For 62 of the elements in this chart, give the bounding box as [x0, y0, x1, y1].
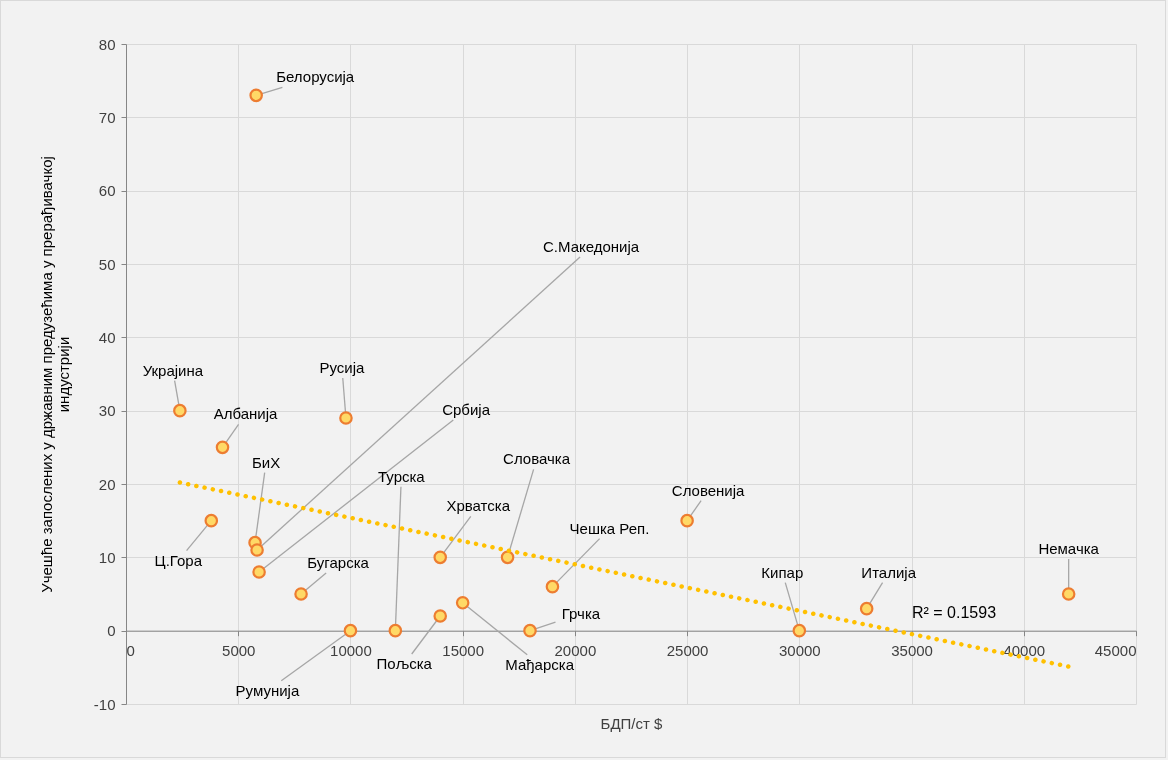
- point: [173, 403, 187, 418]
- data-label: Словенија: [671, 481, 746, 499]
- x-tick-label: 15000: [442, 642, 485, 660]
- data-label: Италија: [861, 563, 917, 581]
- point: [252, 565, 266, 579]
- data-label: Словачка: [503, 450, 571, 468]
- data-label: Ц.Гора: [154, 551, 203, 569]
- y-tick-label: 60: [98, 182, 116, 200]
- point: [1061, 587, 1076, 601]
- x-tick-label: 25000: [666, 642, 709, 660]
- y-tick-label: 50: [98, 255, 116, 273]
- x-tick-label: 40000: [1003, 642, 1046, 660]
- point: [545, 579, 560, 594]
- x-tick-label: 45000: [1094, 642, 1137, 660]
- point: [433, 609, 448, 623]
- y-tick-label: 70: [98, 108, 116, 126]
- y-tick-label: 20: [98, 475, 116, 493]
- x-axis-title: БДП/ст $: [600, 715, 664, 733]
- point: [215, 440, 230, 455]
- data-label: Турска: [377, 467, 426, 485]
- point: [339, 411, 353, 425]
- y-tick-label: 10: [98, 548, 116, 566]
- y-tick-label: 40: [98, 328, 116, 346]
- data-label: Русија: [319, 359, 366, 376]
- point: [250, 543, 264, 557]
- point: [680, 513, 694, 528]
- data-label: Албанија: [213, 405, 279, 423]
- data-label: Србија: [442, 401, 491, 418]
- x-tick-label: 0: [126, 642, 135, 660]
- point: [433, 550, 448, 565]
- data-label: С.Македонија: [542, 238, 640, 255]
- data-label: Чешка Реп.: [569, 519, 650, 537]
- point: [859, 601, 874, 616]
- point: [500, 550, 515, 565]
- data-label: Кипар: [761, 563, 804, 581]
- x-tick-label: 30000: [778, 642, 821, 660]
- y-tick-label: 0: [107, 622, 116, 640]
- data-label: БиХ: [251, 453, 281, 471]
- point: [343, 623, 358, 638]
- y-tick-label: -10: [93, 695, 116, 713]
- point: [792, 623, 807, 638]
- x-tick-label: 5000: [222, 642, 256, 660]
- point: [455, 596, 470, 610]
- y-tick-label: 80: [98, 35, 116, 53]
- point: [204, 513, 219, 528]
- data-label: Белорусија: [276, 68, 355, 86]
- x-tick-label: 10000: [330, 642, 372, 660]
- point: [523, 623, 537, 638]
- data-label: Украјина: [142, 361, 204, 379]
- data-label: Пољска: [376, 655, 433, 672]
- data-label: Грчка: [561, 604, 601, 622]
- x-tick-label: 35000: [891, 642, 933, 660]
- point: [249, 88, 263, 103]
- annotation: R² = 0.1593: [911, 604, 997, 621]
- data-label: Немачка: [1038, 540, 1100, 557]
- y-tick-label: 30: [98, 402, 116, 420]
- data-label: Хрватска: [446, 497, 511, 515]
- point: [388, 623, 403, 638]
- data-label: Румунија: [235, 681, 300, 699]
- y-axis-title: Учешће запослених у државним предузећима у прерађивачкој индустрији: [37, 156, 72, 593]
- data-label: Бугарска: [307, 554, 370, 571]
- point: [294, 587, 308, 601]
